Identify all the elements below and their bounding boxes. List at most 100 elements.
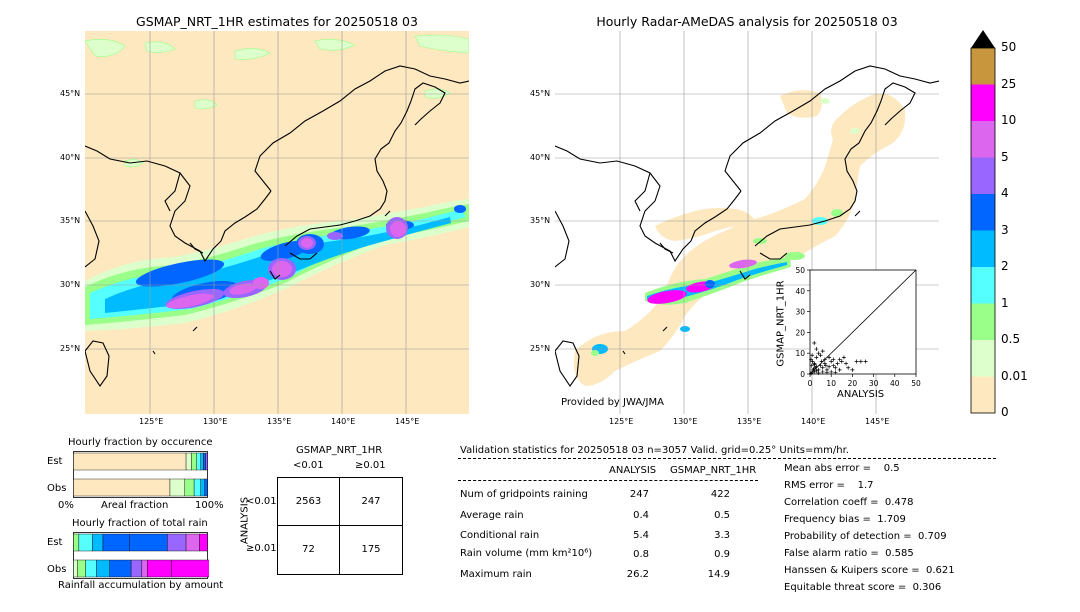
rain-fraction-chart: [73, 532, 209, 580]
colorbar-segment-1: [971, 85, 995, 122]
right-lat-label-25: 25°N: [530, 344, 550, 353]
left-lat-label-40: 40°N: [60, 153, 80, 162]
colorbar-label-7: 1: [1001, 296, 1009, 310]
score-rmse: RMS error = 1.7: [784, 480, 874, 491]
scatter-xtick: 20: [848, 379, 858, 388]
rain-fraction-title: Hourly fraction of total rain: [72, 518, 208, 529]
scatter-ytick: 30: [795, 308, 805, 317]
contingency-col-title: GSMAP_NRT_1HR: [296, 445, 382, 456]
rain-est-segment-3: [103, 534, 130, 551]
scatter-ytick: 40: [795, 287, 805, 296]
occurrence-est-segment-1: [186, 453, 191, 470]
left-lon-label-125: 125°E: [139, 417, 163, 426]
occurrence-obs-segment-0: [74, 479, 170, 496]
right-lat-label-35: 35°N: [530, 216, 550, 225]
validation-row-analysis-3: 0.8: [600, 549, 649, 560]
rain-est-segment-6: [186, 534, 199, 551]
scatter-ytick: 0: [800, 370, 805, 379]
left-lon-label-130: 130°E: [203, 417, 227, 426]
rain-obs-segment-2: [86, 560, 97, 577]
scatter-xtick: 30: [869, 379, 879, 388]
validation-divider-mid: [458, 480, 758, 481]
rain-est-segment-0: [74, 534, 79, 551]
scatter-xtick: 0: [808, 379, 813, 388]
rain-est-segment-4: [130, 534, 168, 551]
rain-obs-segment-5: [131, 560, 142, 577]
validation-row-analysis-1: 0.4: [600, 510, 649, 521]
rain-est-segment-7: [199, 534, 207, 551]
left-lon-label-135: 135°E: [267, 417, 291, 426]
occurrence-title: Hourly fraction by occurence: [68, 437, 212, 448]
contingency-cell-01: 247: [340, 496, 402, 507]
scatter-xtick: 10: [826, 379, 836, 388]
left-lat-label-45: 45°N: [60, 89, 80, 98]
left-map: [85, 31, 469, 414]
occurrence-est-segment-4: [201, 453, 204, 470]
validation-row-gsmap-1: 0.5: [680, 510, 730, 521]
right-lon-label-140: 140°E: [801, 417, 825, 426]
occurrence-obs-segment-4: [201, 479, 205, 496]
colorbar-label-3: 5: [1001, 150, 1009, 164]
right-lon-label-130: 130°E: [673, 417, 697, 426]
occurrence-est-segment-5: [203, 453, 205, 470]
left-lat-label-35: 35°N: [60, 216, 80, 225]
scatter-xtick: 40: [890, 379, 900, 388]
occurrence-est-segment-2: [191, 453, 196, 470]
occurrence-obs-label: Obs: [47, 483, 66, 494]
score-far: False alarm ratio = 0.585: [784, 548, 914, 559]
occurrence-est-segment-0: [74, 453, 187, 470]
colorbar-segment-2: [971, 121, 995, 158]
contingency-cell-11: 175: [340, 544, 402, 555]
occurrence-xlabel: Areal fraction: [101, 500, 168, 511]
scatter-ytick: 10: [795, 349, 805, 358]
rain-obs-segment-4: [110, 560, 131, 577]
validation-header: Validation statistics for 20250518 03 n=…: [460, 445, 849, 456]
rain-obs-segment-6: [142, 560, 147, 577]
occurrence-obs-segment-5: [205, 479, 208, 496]
rain-est-segment-2: [92, 534, 103, 551]
left-lat-label-30: 30°N: [60, 280, 80, 289]
colorbar-segment-5: [971, 231, 995, 268]
rain-obs-segment-7: [147, 560, 171, 577]
colorbar-label-8: 0.5: [1001, 332, 1020, 346]
occurrence-obs-segment-1: [170, 479, 185, 496]
rain-est-segment-1: [79, 534, 92, 551]
occurrence-est-label: Est: [47, 456, 62, 467]
validation-row-label-0: Num of gridpoints raining: [460, 489, 588, 500]
right-map-title: Hourly Radar-AMeDAS analysis for 2025051…: [556, 14, 938, 29]
occurrence-est-segment-3: [197, 453, 201, 470]
colorbar: [968, 28, 998, 416]
rain-est-segment-5: [167, 534, 186, 551]
colorbar-label-10: 0: [1001, 405, 1009, 419]
validation-row-gsmap-0: 422: [680, 489, 730, 500]
colorbar-segment-7: [971, 304, 995, 341]
occurrence-obs-segment-3: [194, 479, 201, 496]
rain-obs-segment-8: [171, 560, 209, 577]
contingency-col-header-1: ≥0.01: [355, 460, 386, 471]
colorbar-segment-9: [971, 377, 995, 414]
right-lat-label-30: 30°N: [530, 280, 550, 289]
contingency-cell-10: 72: [278, 544, 339, 555]
scatter-xtick: 50: [911, 379, 921, 388]
rain-obs-segment-0: [74, 560, 78, 577]
score-frequency-bias: Frequency bias = 1.709: [784, 514, 906, 525]
scatter-xlabel: ANALYSIS: [837, 389, 884, 400]
rain-obs-label: Obs: [47, 564, 66, 575]
right-lon-label-135: 135°E: [737, 417, 761, 426]
colorbar-segment-4: [971, 194, 995, 231]
occurrence-x-max: 100%: [195, 500, 224, 511]
colorbar-label-1: 25: [1001, 77, 1016, 91]
scatter-ytick: 20: [795, 328, 805, 337]
scatter-ytick: 50: [795, 266, 805, 275]
right-lon-label-145: 145°E: [865, 417, 889, 426]
validation-row-analysis-4: 26.2: [600, 569, 649, 580]
colorbar-label-6: 2: [1001, 259, 1009, 273]
colorbar-label-0: 50: [1001, 40, 1016, 54]
validation-row-label-3: Rain volume (mm km²10⁶): [460, 548, 592, 559]
validation-row-gsmap-3: 0.9: [680, 549, 730, 560]
contingency-table: 2563 247 72 175: [277, 477, 403, 575]
colorbar-label-9: 0.01: [1001, 369, 1028, 383]
scatter-ylabel: GSMAP_NRT_1HR: [776, 269, 787, 379]
left-lon-label-145: 145°E: [395, 417, 419, 426]
rain-fraction-xlabel: Rainfall accumulation by amount: [58, 580, 223, 591]
